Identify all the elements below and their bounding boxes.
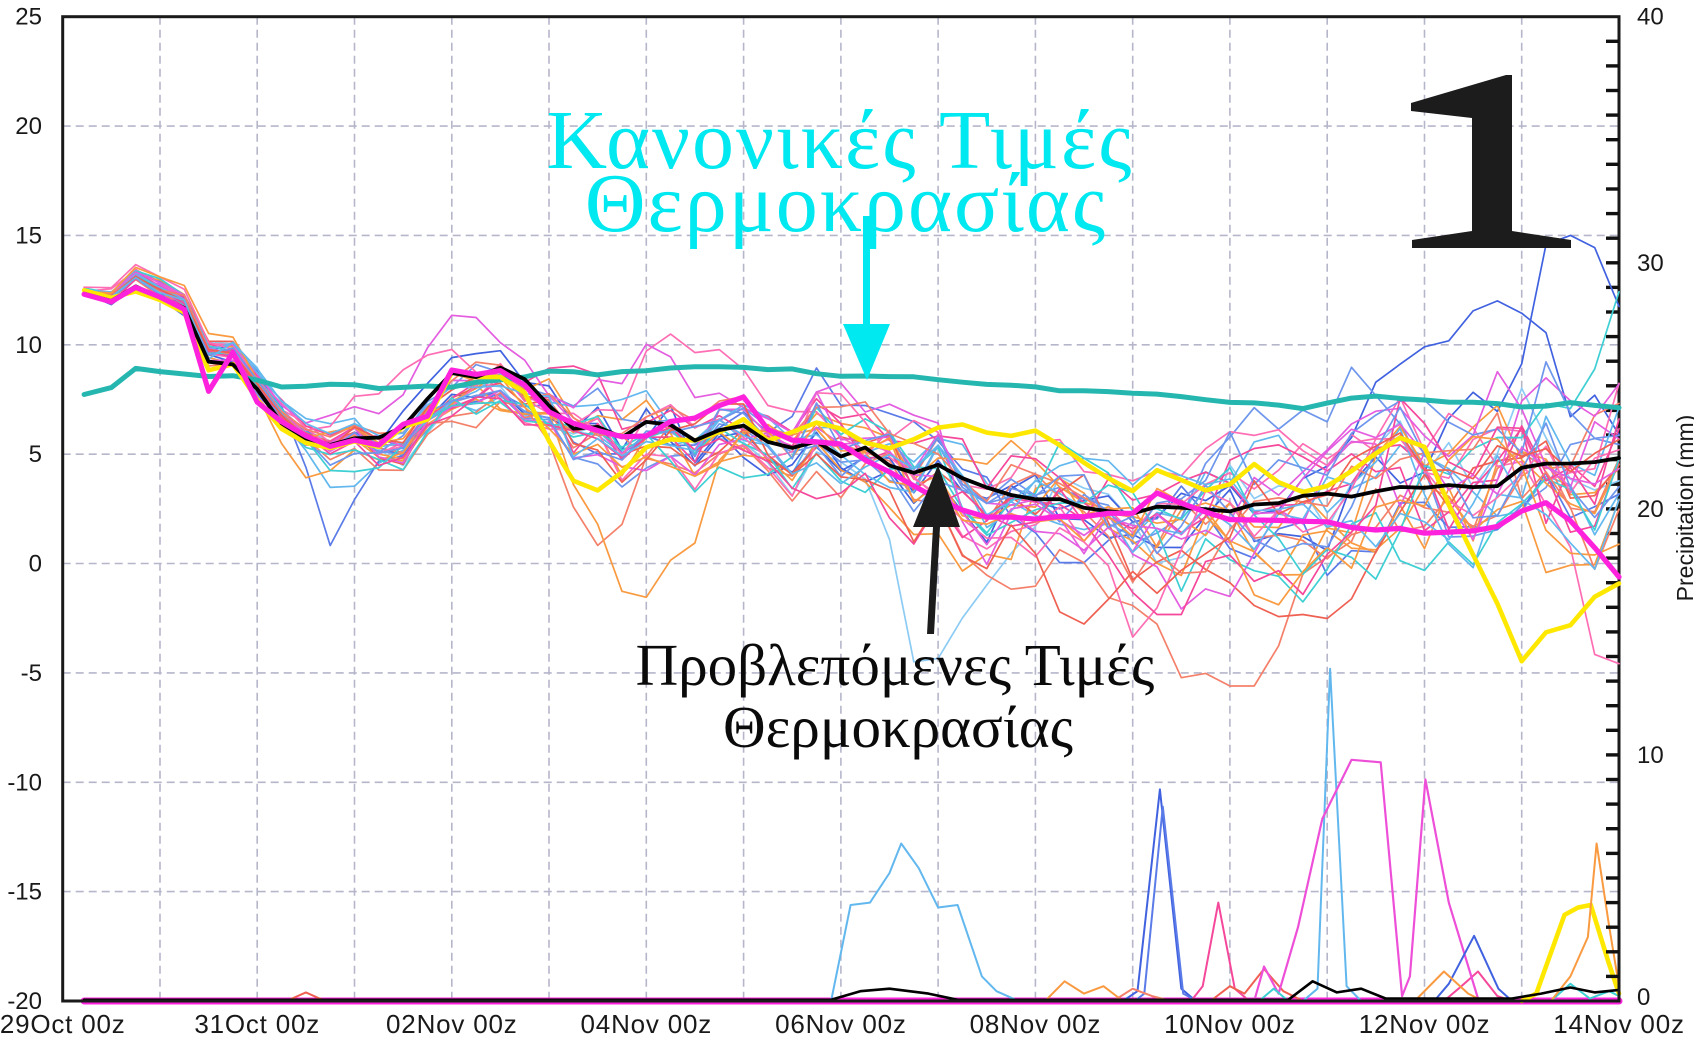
svg-text:30: 30 bbox=[1637, 250, 1664, 277]
svg-text:10: 10 bbox=[15, 332, 42, 359]
svg-text:14Nov 00z: 14Nov 00z bbox=[1553, 1009, 1685, 1039]
svg-text:25: 25 bbox=[15, 4, 42, 31]
svg-text:15: 15 bbox=[15, 222, 42, 249]
svg-text:0: 0 bbox=[29, 551, 42, 578]
svg-text:Θερμοκρασίας: Θερμοκρασίας bbox=[585, 157, 1107, 250]
svg-text:40: 40 bbox=[1637, 4, 1664, 31]
svg-text:-15: -15 bbox=[7, 879, 42, 906]
svg-text:5: 5 bbox=[29, 441, 42, 468]
svg-text:Προβλεπόμενες Τιμές: Προβλεπόμενες Τιμές bbox=[636, 632, 1155, 698]
svg-text:02Nov 00z: 02Nov 00z bbox=[386, 1009, 518, 1039]
svg-text:0: 0 bbox=[1637, 984, 1650, 1011]
svg-text:29Oct 00z: 29Oct 00z bbox=[0, 1009, 126, 1039]
svg-text:04Nov 00z: 04Nov 00z bbox=[581, 1009, 713, 1039]
svg-text:12Nov 00z: 12Nov 00z bbox=[1359, 1009, 1491, 1039]
svg-text:31Oct 00z: 31Oct 00z bbox=[194, 1009, 320, 1039]
svg-text:10: 10 bbox=[1637, 742, 1664, 769]
svg-text:Κανονικές Τιμές: Κανονικές Τιμές bbox=[547, 94, 1134, 187]
svg-text:-10: -10 bbox=[7, 769, 42, 796]
svg-text:20: 20 bbox=[15, 113, 42, 140]
svg-text:08Nov 00z: 08Nov 00z bbox=[970, 1009, 1102, 1039]
svg-text:10Nov 00z: 10Nov 00z bbox=[1164, 1009, 1296, 1039]
svg-text:-20: -20 bbox=[7, 988, 42, 1015]
svg-text:Precipitation (mm): Precipitation (mm) bbox=[1672, 415, 1694, 602]
svg-text:06Nov 00z: 06Nov 00z bbox=[775, 1009, 907, 1039]
svg-text:-5: -5 bbox=[21, 660, 42, 687]
svg-text:20: 20 bbox=[1637, 496, 1664, 523]
svg-text:Θερμοκρασίας: Θερμοκρασίας bbox=[723, 694, 1073, 760]
